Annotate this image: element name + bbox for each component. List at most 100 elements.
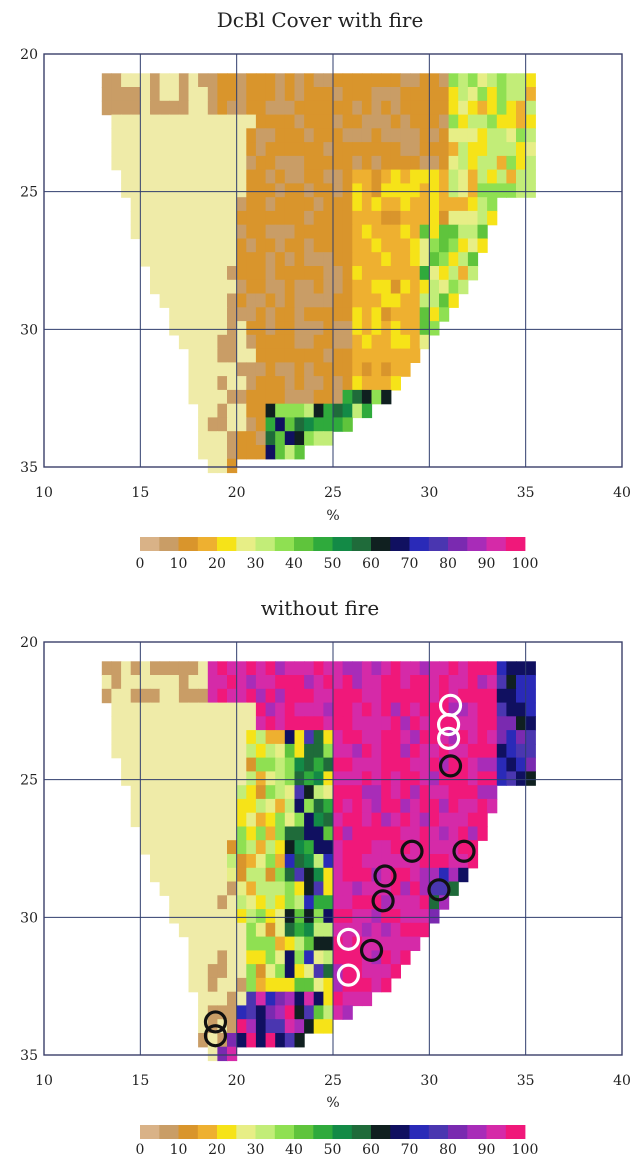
heatmap-cell [265,252,276,267]
heatmap-cell [284,431,295,446]
heatmap-cell [169,771,180,786]
heatmap-cell [275,977,286,993]
heatmap-cell [236,431,247,446]
heatmap-cell [410,293,421,308]
heatmap-cell [207,155,218,171]
heatmap-cell [265,238,276,253]
heatmap-cell [333,114,344,129]
heatmap-cell [323,854,334,869]
heatmap-cell [304,224,315,240]
heatmap-cell [227,991,238,1007]
heatmap-cell [506,702,517,717]
heatmap-cell [525,114,536,129]
y-tick-label: 35 [20,1048,38,1064]
heatmap-cell [352,909,363,924]
colorbar-segment [140,1125,160,1139]
heatmap-cell [390,348,401,363]
heatmap-cell [525,87,536,102]
heatmap-cell [313,334,324,350]
heatmap-cell [352,716,363,731]
heatmap-cell [506,716,517,731]
heatmap-cell [410,169,421,184]
heatmap-cell [487,100,498,116]
heatmap-cell [342,826,353,841]
colorbar-segment [332,1125,353,1139]
heatmap-cell [525,771,536,786]
heatmap-cell [198,1033,209,1048]
heatmap-cell [496,128,507,143]
heatmap-cell [410,224,421,240]
heatmap-cell [111,155,122,171]
heatmap-cell [304,922,315,938]
heatmap-cell [284,840,295,855]
heatmap-cell [265,376,276,391]
heatmap-cell [275,403,286,419]
heatmap-cell [101,100,112,116]
heatmap-cell [255,854,267,869]
heatmap-cell [265,922,276,938]
heatmap-cell [265,716,276,731]
heatmap-cell [313,716,324,731]
heatmap-cell [390,114,401,129]
heatmap-cell [410,307,421,322]
colorbar-segment [217,1125,237,1139]
heatmap-cell [217,688,228,704]
heatmap-cell [400,798,411,814]
heatmap-cell [458,812,469,828]
x-tick-label: 20 [228,485,246,501]
heatmap-cell [227,798,238,814]
heatmap-cell [371,743,382,759]
heatmap-cell [207,854,218,869]
heatmap-cell [381,307,392,322]
heatmap-cell [198,716,209,731]
heatmap-cell [400,675,411,690]
heatmap-cell [284,114,295,129]
heatmap-cell [246,688,257,704]
heatmap-cell [313,210,324,226]
heatmap-cell [400,661,411,676]
heatmap-cell [284,1005,295,1020]
heatmap-cell [246,403,257,419]
heatmap-cell [284,675,295,690]
heatmap-cell [178,922,190,938]
heatmap-cell [150,826,161,841]
heatmap-cell [236,238,247,253]
heatmap-cell [294,362,305,377]
heatmap-cell [410,840,421,855]
heatmap-cell [467,252,479,267]
heatmap-cell [410,210,421,226]
heatmap-cell [477,798,488,814]
heatmap-cell [169,183,180,198]
heatmap-cell [294,881,305,896]
heatmap-cell [361,881,373,896]
heatmap-cell [188,114,199,129]
heatmap-cell [217,183,228,198]
heatmap-cell [313,155,324,171]
heatmap-cell [130,812,141,828]
heatmap-cell [516,114,527,129]
heatmap-cell [217,867,228,883]
heatmap-cell [390,716,401,731]
heatmap-cell [178,224,190,240]
heatmap-cell [198,785,209,800]
heatmap-cell [333,128,344,143]
heatmap-cell [467,87,479,102]
heatmap-cell [410,895,421,910]
heatmap-cell [255,743,267,759]
heatmap-cell [496,114,507,129]
heatmap-cell [275,1019,286,1034]
heatmap-cell [284,881,295,896]
heatmap-cell [265,321,276,336]
heatmap-cell [140,169,151,184]
heatmap-cell [352,826,363,841]
heatmap-cell [217,771,228,786]
heatmap-cell [361,785,373,800]
heatmap-cell [506,771,517,786]
heatmap-cell [294,867,305,883]
heatmap-cell [304,155,315,171]
heatmap-cell [217,321,228,336]
colorbar-segment [313,1125,333,1139]
heatmap-cell [294,812,305,828]
heatmap-cell [410,867,421,883]
heatmap-cell [275,826,286,841]
